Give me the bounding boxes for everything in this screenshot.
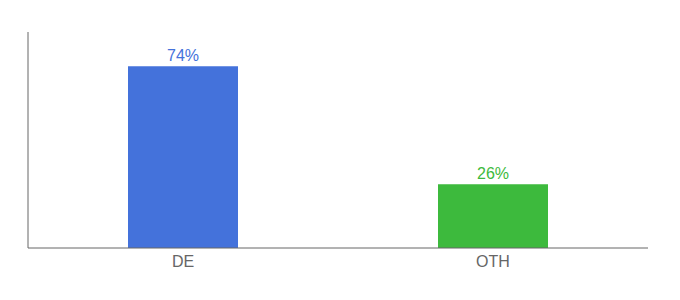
- svg-text:DE: DE: [172, 253, 194, 270]
- svg-text:74%: 74%: [167, 47, 199, 64]
- svg-text:OTH: OTH: [476, 253, 510, 270]
- svg-text:26%: 26%: [477, 165, 509, 182]
